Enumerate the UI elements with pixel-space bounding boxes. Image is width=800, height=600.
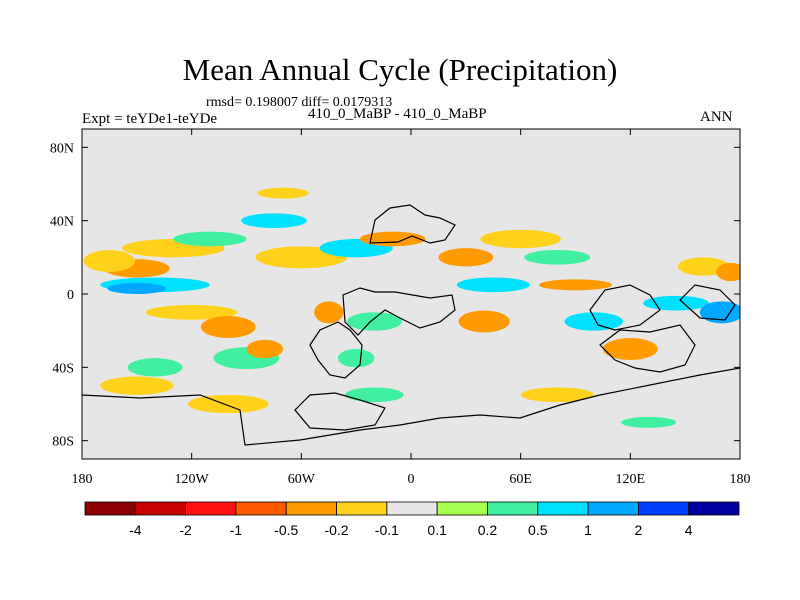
colorbar-swatch (637, 501, 690, 516)
coastline-north-america (369, 204, 456, 244)
x-axis: 180 120W 60W 0 60E 120E 180 (72, 129, 751, 487)
anomaly-blob (145, 305, 238, 320)
anomaly-blob (257, 187, 309, 199)
colorbar-swatch (185, 501, 237, 516)
x-tick-label: 0 (408, 472, 415, 487)
anomaly-blob (438, 248, 494, 267)
experiment-label: Expt = teYDe1-teYDe (82, 111, 218, 127)
anomaly-blob (83, 250, 136, 272)
anomaly-blob (337, 349, 375, 368)
colorbar-label: -0.5 (274, 522, 298, 538)
colorbar-swatch (285, 501, 337, 516)
anomaly-blob (345, 387, 404, 403)
colorbar-swatch (134, 501, 187, 516)
colorbar-label: -1 (230, 522, 243, 538)
anomaly-blob (200, 316, 256, 338)
anomaly-blob (100, 376, 174, 395)
coastline-south-islands (294, 392, 386, 431)
x-tick-label: 180 (72, 472, 93, 487)
colorbar-label: 0.5 (528, 522, 548, 538)
anomaly-blob (716, 262, 740, 282)
colorbar-label: -4 (129, 522, 142, 538)
anomaly-blob (173, 231, 247, 247)
x-tick-label: 60W (288, 472, 316, 487)
plot-background (82, 129, 740, 459)
anomaly-blob (677, 257, 730, 276)
season-label: ANN (700, 109, 733, 125)
y-axis: 80N 40N 0 40S 80S (50, 141, 740, 450)
colorbar-label: 0.1 (427, 522, 447, 538)
coastline-asia (589, 284, 661, 331)
anomaly-blob (602, 338, 658, 360)
anomaly-blob (699, 301, 740, 324)
anomaly-blob (564, 312, 624, 331)
x-tick-label: 120W (175, 472, 210, 487)
x-tick-label: 180 (730, 472, 751, 487)
anomaly-blob (347, 312, 402, 331)
anomaly-blob (458, 310, 510, 333)
colorbar-label: 2 (634, 522, 642, 538)
anomaly-blob (246, 339, 284, 359)
stats-text: rmsd= 0.198007 diff= 0.0179313 (206, 95, 393, 110)
colorbar-swatch (688, 501, 740, 516)
anomaly-blob (188, 394, 269, 414)
anomaly-blob (314, 301, 344, 324)
case-label: 410_0_MaBP - 410_0_MaBP (308, 106, 487, 122)
colorbar: -4 -2 -1 -0.5 -0.2 -0.1 0.1 0.2 0.5 1 2 4 (84, 501, 740, 538)
coastline-africa (342, 287, 456, 336)
colorbar-label: -2 (179, 522, 192, 538)
anomaly-blob (359, 231, 426, 247)
colorbar-label: 0.2 (478, 522, 498, 538)
anomaly-blob (524, 250, 591, 265)
colorbar-swatch (537, 501, 589, 516)
coastline-south-america (309, 321, 363, 379)
coastline-australia (599, 324, 696, 373)
x-tick-label: 60E (509, 472, 532, 487)
colorbar-label: -0.1 (375, 522, 399, 538)
colorbar-label: -0.2 (324, 522, 348, 538)
colorbar-swatch (235, 501, 287, 516)
anomaly-blob (643, 295, 709, 311)
anomaly-blob (127, 358, 183, 377)
anomaly-blob (456, 277, 530, 293)
colorbar-label: 4 (685, 522, 693, 538)
x-tick-label: 120E (616, 472, 646, 487)
anomaly-blob (621, 416, 677, 428)
anomaly-layer (83, 187, 740, 428)
colorbar-swatch (487, 501, 539, 516)
colorbar-label: 1 (584, 522, 592, 538)
coastline-east-asia (679, 284, 736, 321)
colorbar-swatch (386, 501, 438, 516)
anomaly-blob (241, 213, 307, 229)
y-tick-label: 80N (50, 141, 74, 156)
coastline-antarctica (82, 367, 740, 446)
colorbar-swatch (84, 501, 136, 516)
anomaly-blob (520, 387, 594, 403)
colorbar-swatch (436, 501, 488, 516)
chart-title: Mean Annual Cycle (Precipitation) (182, 52, 618, 87)
anomaly-blob (538, 279, 613, 291)
y-tick-label: 40N (50, 215, 74, 230)
coastline-layer (82, 204, 740, 446)
colorbar-swatch (336, 501, 388, 516)
y-tick-label: 40S (52, 361, 74, 376)
anomaly-blob (480, 229, 561, 249)
colorbar-swatch (587, 501, 639, 516)
y-tick-label: 80S (52, 435, 74, 450)
anomaly-blob (107, 283, 167, 294)
y-tick-label: 0 (67, 288, 74, 303)
